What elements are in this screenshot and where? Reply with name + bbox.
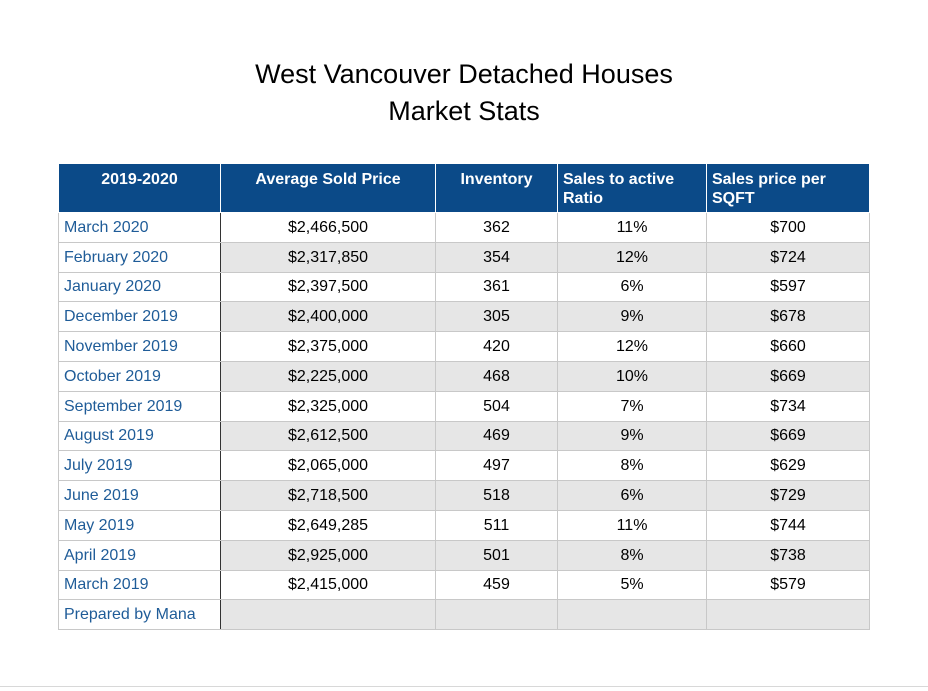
inventory-cell: 511 [435, 509, 558, 541]
inventory-cell: 468 [435, 360, 558, 392]
month-cell: May 2019 [58, 509, 221, 541]
empty-cell [220, 599, 436, 631]
table-row: August 2019 $2,612,500 469 9% $669 [58, 420, 870, 452]
price-per-sqft-cell: $629 [706, 450, 870, 482]
table-row: June 2019 $2,718,500 518 6% $729 [58, 480, 870, 511]
empty-cell [557, 599, 707, 631]
average-sold-price-cell: $2,375,000 [220, 331, 436, 362]
header-average-sold-price: Average Sold Price [220, 163, 436, 213]
title-line-1: West Vancouver Detached Houses [255, 59, 673, 89]
empty-cell [706, 599, 870, 631]
sales-ratio-cell: 9% [557, 301, 707, 333]
sales-ratio-cell: 11% [557, 509, 707, 541]
price-per-sqft-cell: $597 [706, 271, 870, 303]
month-cell: December 2019 [58, 301, 221, 333]
table-row: May 2019 $2,649,285 511 11% $744 [58, 509, 870, 541]
inventory-cell: 501 [435, 539, 558, 571]
price-per-sqft-cell: $579 [706, 569, 870, 601]
header-sales-price-per-sqft: Sales price per SQFT [706, 163, 870, 213]
price-per-sqft-cell: $729 [706, 480, 870, 511]
average-sold-price-cell: $2,225,000 [220, 360, 436, 392]
month-cell: February 2020 [58, 241, 221, 273]
inventory-cell: 469 [435, 420, 558, 452]
month-cell: August 2019 [58, 420, 221, 452]
average-sold-price-cell: $2,612,500 [220, 420, 436, 452]
sales-ratio-cell: 8% [557, 539, 707, 571]
table-row: March 2020 $2,466,500 362 11% $700 [58, 212, 870, 243]
price-per-sqft-cell: $678 [706, 301, 870, 333]
average-sold-price-cell: $2,065,000 [220, 450, 436, 482]
table-row: February 2020 $2,317,850 354 12% $724 [58, 241, 870, 273]
month-cell: July 2019 [58, 450, 221, 482]
average-sold-price-cell: $2,325,000 [220, 390, 436, 422]
title-line-2: Market Stats [388, 96, 540, 126]
table-row: September 2019 $2,325,000 504 7% $734 [58, 390, 870, 422]
average-sold-price-cell: $2,317,850 [220, 241, 436, 273]
table-row: March 2019 $2,415,000 459 5% $579 [58, 569, 870, 601]
month-cell: March 2020 [58, 212, 221, 243]
month-cell: September 2019 [58, 390, 221, 422]
table-row: January 2020 $2,397,500 361 6% $597 [58, 271, 870, 303]
header-sales-to-active-ratio: Sales to active Ratio [557, 163, 707, 213]
sales-ratio-cell: 6% [557, 480, 707, 511]
inventory-cell: 354 [435, 241, 558, 273]
average-sold-price-cell: $2,397,500 [220, 271, 436, 303]
sales-ratio-cell: 5% [557, 569, 707, 601]
inventory-cell: 504 [435, 390, 558, 422]
inventory-cell: 305 [435, 301, 558, 333]
sales-ratio-cell: 12% [557, 241, 707, 273]
inventory-cell: 518 [435, 480, 558, 511]
month-cell: June 2019 [58, 480, 221, 511]
average-sold-price-cell: $2,466,500 [220, 212, 436, 243]
month-cell: January 2020 [58, 271, 221, 303]
average-sold-price-cell: $2,415,000 [220, 569, 436, 601]
month-cell: March 2019 [58, 569, 221, 601]
sales-ratio-cell: 12% [557, 331, 707, 362]
market-stats-table: 2019-2020 Average Sold Price Inventory S… [58, 163, 870, 631]
header-inventory: Inventory [435, 163, 558, 213]
footer-row: Prepared by Mana [58, 599, 870, 631]
table-row: April 2019 $2,925,000 501 8% $738 [58, 539, 870, 571]
average-sold-price-cell: $2,400,000 [220, 301, 436, 333]
price-per-sqft-cell: $734 [706, 390, 870, 422]
price-per-sqft-cell: $669 [706, 420, 870, 452]
empty-cell [435, 599, 558, 631]
inventory-cell: 362 [435, 212, 558, 243]
prepared-by-note: Prepared by Mana [58, 599, 221, 631]
average-sold-price-cell: $2,925,000 [220, 539, 436, 571]
month-cell: April 2019 [58, 539, 221, 571]
sales-ratio-cell: 7% [557, 390, 707, 422]
sales-ratio-cell: 9% [557, 420, 707, 452]
sales-ratio-cell: 6% [557, 271, 707, 303]
sales-ratio-cell: 11% [557, 212, 707, 243]
price-per-sqft-cell: $660 [706, 331, 870, 362]
month-cell: November 2019 [58, 331, 221, 362]
page-title: West Vancouver Detached Houses Market St… [0, 56, 928, 130]
price-per-sqft-cell: $724 [706, 241, 870, 273]
average-sold-price-cell: $2,718,500 [220, 480, 436, 511]
bottom-divider [0, 686, 928, 687]
price-per-sqft-cell: $738 [706, 539, 870, 571]
month-cell: October 2019 [58, 360, 221, 392]
header-period: 2019-2020 [58, 163, 221, 213]
inventory-cell: 420 [435, 331, 558, 362]
inventory-cell: 459 [435, 569, 558, 601]
table-row: July 2019 $2,065,000 497 8% $629 [58, 450, 870, 482]
header-row: 2019-2020 Average Sold Price Inventory S… [58, 163, 870, 213]
price-per-sqft-cell: $669 [706, 360, 870, 392]
average-sold-price-cell: $2,649,285 [220, 509, 436, 541]
inventory-cell: 497 [435, 450, 558, 482]
price-per-sqft-cell: $700 [706, 212, 870, 243]
table-row: November 2019 $2,375,000 420 12% $660 [58, 331, 870, 362]
sales-ratio-cell: 10% [557, 360, 707, 392]
price-per-sqft-cell: $744 [706, 509, 870, 541]
table-row: December 2019 $2,400,000 305 9% $678 [58, 301, 870, 333]
sales-ratio-cell: 8% [557, 450, 707, 482]
table-row: October 2019 $2,225,000 468 10% $669 [58, 360, 870, 392]
inventory-cell: 361 [435, 271, 558, 303]
